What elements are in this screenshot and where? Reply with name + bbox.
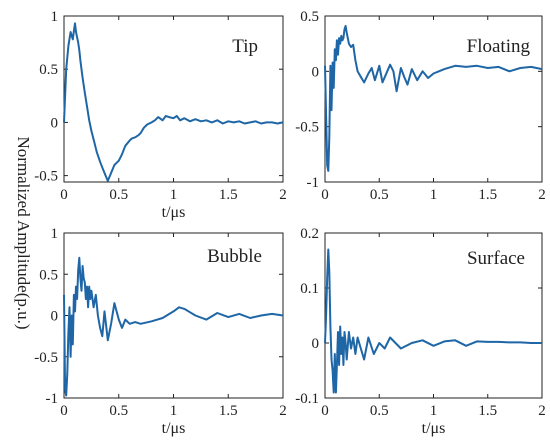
y-tick-label: -0.1	[295, 391, 319, 407]
y-tick-label: -0.5	[34, 350, 58, 366]
y-tick-label: 0.5	[39, 62, 58, 78]
panel-annotation: Tip	[232, 36, 258, 57]
x-tick-label: 1.5	[478, 187, 497, 203]
x-tick-label: 2	[538, 403, 546, 419]
x-tick-label: 0.5	[370, 187, 389, 203]
x-tick-label: 1	[170, 187, 178, 203]
panel-annotation: Floating	[467, 36, 531, 57]
series-line	[63, 256, 284, 397]
x-tick-label: 0	[60, 187, 68, 203]
y-tick-label: 1	[51, 226, 59, 242]
y-tick-label: -0.5	[295, 120, 319, 136]
y-tick-label: 0.1	[300, 281, 319, 297]
panel-floating: 0 0.5 1 1.5 2 0.5 0 -0.5 -1 Floating	[295, 9, 546, 203]
x-tick-label: 1	[170, 403, 178, 419]
x-tick-label: 0	[321, 403, 329, 419]
y-tick-label: 0	[312, 64, 320, 80]
x-tick-label: 1.5	[478, 403, 497, 419]
x-tick-label: 1	[430, 403, 438, 419]
y-axis-label: Normalized Amplitude(p.u.)	[14, 136, 33, 329]
y-tick-label: 0	[51, 309, 59, 325]
x-tick-label: 1	[430, 187, 438, 203]
panel-annotation: Surface	[467, 248, 525, 269]
y-tick-label: -1	[307, 175, 320, 191]
y-tick-label: 0.5	[300, 9, 319, 25]
x-tick-label: 2	[279, 403, 287, 419]
y-tick-label: 0	[312, 336, 320, 352]
x-tick-label: 1.5	[219, 187, 238, 203]
y-tick-label: 0	[51, 115, 59, 131]
x-tick-label: 2	[279, 187, 287, 203]
series-line	[324, 25, 543, 172]
x-tick-label: 0.5	[109, 187, 128, 203]
x-axis-label: t/μs	[162, 204, 186, 221]
y-tick-label: 1	[51, 9, 59, 25]
x-axis-label: t/μs	[162, 420, 186, 437]
x-tick-label: 2	[538, 187, 546, 203]
x-tick-label: 1.5	[219, 403, 238, 419]
x-tick-label: 0	[321, 187, 329, 203]
x-tick-label: 0.5	[370, 403, 389, 419]
series-line	[63, 22, 284, 182]
y-tick-label: 0.2	[300, 226, 319, 242]
series-line	[324, 248, 542, 394]
y-tick-label: 0.5	[39, 267, 58, 283]
x-tick-label: 0.5	[109, 403, 128, 419]
x-axis-label: t/μs	[422, 420, 446, 437]
x-tick-label: 0	[60, 403, 68, 419]
panel-annotation: Bubble	[207, 246, 262, 267]
panel-bubble: 0 0.5 1 1.5 2 1 0.5 0 -0.5 -1 t/μs Bubble	[34, 226, 287, 437]
y-tick-label: -1	[46, 391, 59, 407]
y-tick-label: -0.5	[34, 169, 58, 185]
